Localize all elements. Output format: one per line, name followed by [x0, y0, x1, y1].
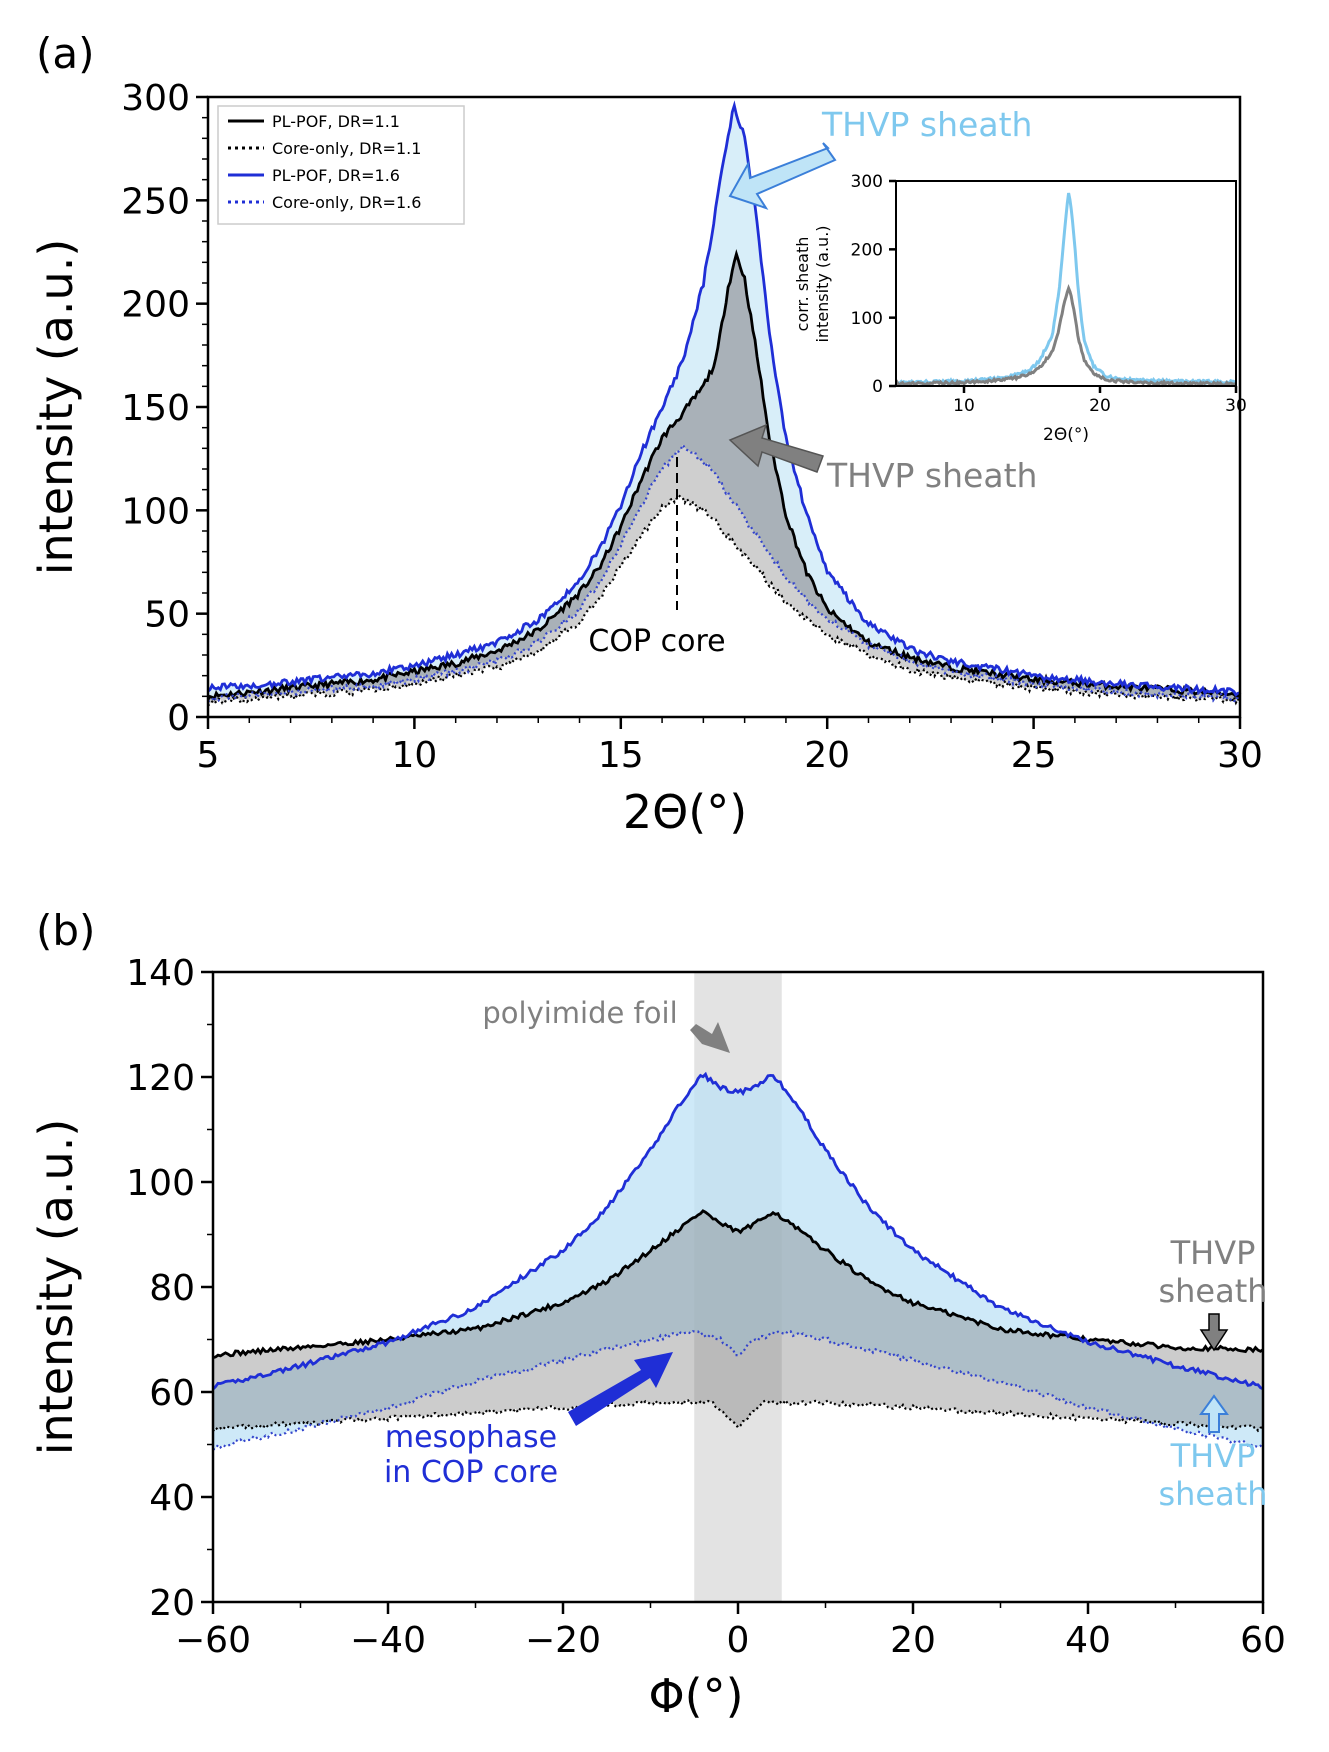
arrow-thvp-sheath-gray-b — [1199, 1313, 1229, 1352]
inset-y-tick-label: 200 — [851, 240, 883, 260]
inset-series — [894, 192, 1238, 388]
panel-a-y-tick-label: 150 — [121, 388, 190, 429]
annotation-mesophase-line1: mesophase — [385, 1420, 557, 1455]
series-pl-pof-dr16-b — [212, 1071, 1264, 1391]
annotation-thvp-sheath-blue-line2: sheath — [1158, 1475, 1267, 1513]
legend-label-pl-pof-dr11: PL-POF, DR=1.1 — [272, 112, 400, 131]
legend-label-core-only-dr11: Core-only, DR=1.1 — [272, 139, 421, 158]
panel-b-y-tick-label: 80 — [149, 1268, 195, 1309]
panel-a-series — [206, 100, 1242, 707]
arrow-thvp-sheath-blue — [728, 142, 837, 210]
legend-label-pl-pof-dr16: PL-POF, DR=1.6 — [272, 166, 400, 185]
series-pl-pof-dr16 — [207, 100, 1241, 699]
fill-overlap — [208, 254, 1240, 702]
panel-a-y-tick-label: 250 — [121, 181, 190, 222]
panel-b-shaded-regions — [213, 1074, 1263, 1450]
panel-a-y-axis-label: intensity (a.u.) — [29, 239, 83, 576]
panel-a-x-tick-label: 30 — [1217, 735, 1263, 776]
arrow-thvp-sheath-blue-b — [1199, 1394, 1229, 1433]
panel-b-label: (b) — [36, 906, 95, 955]
panel-b-y-tick-label: 140 — [126, 953, 195, 994]
annotation-thvp-sheath-gray: THVP sheath — [826, 456, 1037, 495]
panel-a-x-tick-label: 15 — [598, 735, 644, 776]
panel-a-shaded-regions — [208, 105, 1240, 706]
fill-sheath-dr11 — [213, 1210, 1263, 1432]
panel-a-y-tick-label: 200 — [121, 285, 190, 326]
inset-y-axis-label-line1: corr. sheath — [793, 237, 812, 332]
fill-sheath-dr16 — [213, 1074, 1263, 1450]
annotation-thvp-sheath-blue-line1: THVP — [1170, 1437, 1256, 1475]
inset-y-tick-label: 300 — [851, 172, 883, 192]
panel-a-x-tick-label: 20 — [804, 735, 850, 776]
legend-label-core-only-dr16: Core-only, DR=1.6 — [272, 193, 421, 212]
panel-a-x-tick-label: 10 — [391, 735, 437, 776]
series-core-only-dr16 — [207, 442, 1241, 703]
panel-b: (b) −60 −40 −20 0 20 40 60 20 40 60 80 100 120 140 Φ(… — [29, 906, 1286, 1723]
inset-x-tick-label: 30 — [1225, 396, 1247, 416]
panel-b-ticks: −60 −40 −20 0 20 40 60 20 40 60 80 100 120 140 — [126, 953, 1286, 1661]
series-core-only-dr11-b — [212, 1398, 1264, 1433]
panel-a-x-axis-label: 2Θ(°) — [623, 785, 747, 839]
panel-a-legend: PL-POF, DR=1.1 Core-only, DR=1.1 PL-POF,… — [217, 105, 465, 225]
annotation-thvp-sheath-gray-line1: THVP — [1170, 1234, 1256, 1272]
panel-b-y-tick-label: 120 — [126, 1058, 195, 1099]
inset-y-tick-label: 100 — [851, 309, 883, 329]
panel-a-x-tick-label: 5 — [197, 735, 220, 776]
annotation-thvp-sheath-gray-line2: sheath — [1158, 1272, 1267, 1310]
inset-x-tick-label: 10 — [953, 396, 975, 416]
panel-b-x-axis-label: Φ(°) — [648, 1669, 743, 1723]
panel-b-x-tick-label: −40 — [350, 1620, 426, 1661]
inset-x-tick-label: 20 — [1089, 396, 1111, 416]
annotation-cop-core: COP core — [588, 624, 725, 659]
panel-a-y-tick-label: 50 — [144, 595, 190, 636]
panel-b-series — [212, 1071, 1264, 1451]
annotation-polyimide-foil: polyimide foil — [482, 996, 677, 1030]
annotation-mesophase-line2: in COP core — [384, 1455, 558, 1490]
panel-a-y-tick-label: 0 — [167, 698, 190, 739]
panel-a-y-tick-label: 100 — [121, 491, 190, 532]
arrow-mesophase — [568, 1352, 673, 1426]
inset-frame — [895, 180, 1237, 387]
panel-b-y-tick-label: 60 — [149, 1373, 195, 1414]
panel-a-y-tick-label: 300 — [121, 78, 190, 119]
panel-b-x-tick-label: 40 — [1065, 1620, 1111, 1661]
panel-b-x-tick-label: 60 — [1240, 1620, 1286, 1661]
panel-b-y-tick-label: 40 — [149, 1478, 195, 1519]
panel-a-label: (a) — [36, 29, 95, 78]
panel-b-x-tick-label: −60 — [175, 1620, 251, 1661]
legend-frame — [217, 105, 465, 225]
inset-y-axis-label-line2: intensity (a.u.) — [813, 225, 832, 342]
panel-b-x-tick-label: 0 — [727, 1620, 750, 1661]
annotation-thvp-sheath-blue: THVP sheath — [821, 105, 1032, 144]
panel-b-x-tick-label: 20 — [890, 1620, 936, 1661]
panel-b-x-tick-label: −20 — [525, 1620, 601, 1661]
arrow-thvp-sheath-gray — [728, 423, 824, 473]
fill-sheath-dr16 — [208, 105, 1240, 700]
arrow-polyimide-foil — [690, 1022, 730, 1053]
panel-b-y-tick-label: 100 — [126, 1163, 195, 1204]
inset-x-axis-label: 2Θ(°) — [1043, 425, 1089, 445]
inset-series-1 — [894, 284, 1238, 388]
inset-y-tick-label: 0 — [872, 377, 883, 397]
fill-sheath-dr11 — [208, 444, 1240, 706]
panel-b-y-tick-label: 20 — [149, 1583, 195, 1624]
panel-b-y-axis-label: intensity (a.u.) — [29, 1119, 83, 1456]
panel-a-x-tick-label: 25 — [1011, 735, 1057, 776]
